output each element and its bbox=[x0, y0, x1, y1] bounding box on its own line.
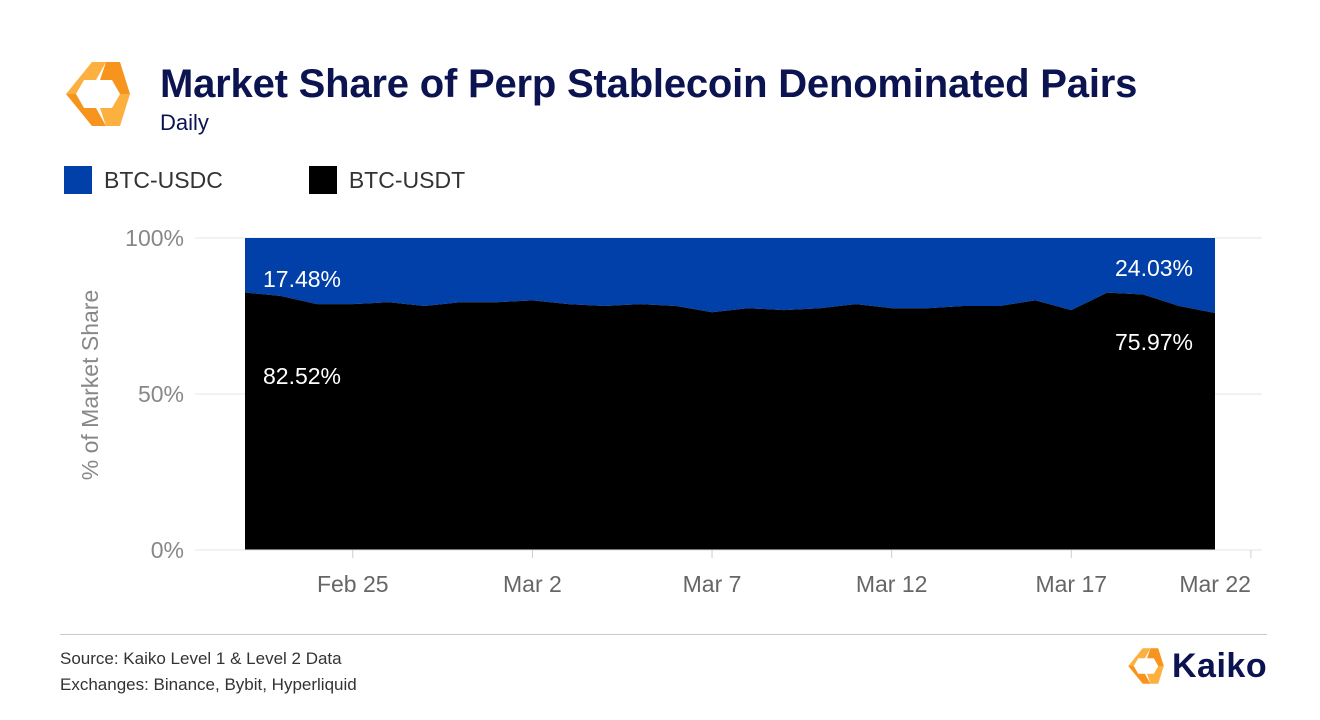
footer-source: Source: Kaiko Level 1 & Level 2 Data Exc… bbox=[60, 646, 357, 698]
exchanges-text: Exchanges: Binance, Bybit, Hyperliquid bbox=[60, 675, 357, 694]
x-tick-label: Mar 22 bbox=[1179, 571, 1251, 597]
data-label: 24.03% bbox=[1115, 255, 1193, 281]
x-tick-label: Mar 17 bbox=[1035, 571, 1107, 597]
brand-wordmark: Kaiko bbox=[1126, 646, 1267, 686]
data-label: 82.52% bbox=[263, 363, 341, 389]
x-tick-label: Mar 12 bbox=[856, 571, 928, 597]
chart-subtitle: Daily bbox=[160, 110, 209, 135]
legend-swatch-usdc bbox=[64, 166, 92, 194]
series-area-btc-usdc bbox=[245, 238, 1215, 313]
brand-name: Kaiko bbox=[1172, 646, 1268, 685]
data-label: 17.48% bbox=[263, 266, 341, 292]
chart-title: Market Share of Perp Stablecoin Denomina… bbox=[160, 62, 1138, 106]
source-text: Source: Kaiko Level 1 & Level 2 Data bbox=[60, 649, 342, 668]
x-tick-label: Feb 25 bbox=[317, 571, 389, 597]
legend-label-usdt: BTC-USDT bbox=[348, 166, 466, 193]
series-area-btc-usdt bbox=[245, 292, 1215, 550]
x-tick-label: Mar 2 bbox=[503, 571, 562, 597]
legend-swatch-usdt bbox=[308, 166, 337, 194]
x-tick-label: Mar 7 bbox=[683, 571, 742, 597]
legend-item-usdt: BTC-USDT bbox=[308, 166, 466, 194]
legend-label-usdc: BTC-USDC bbox=[104, 166, 223, 193]
kaiko-logo-icon bbox=[66, 62, 130, 126]
y-tick-label: 100% bbox=[125, 225, 184, 251]
footer-divider bbox=[60, 634, 1267, 635]
kaiko-mark-icon bbox=[1128, 648, 1164, 684]
area-chart: 0% 50% 100% % of Market Share Feb 25 Mar 2 Mar… bbox=[77, 225, 1262, 597]
legend: BTC-USDC BTC-USDT bbox=[64, 166, 551, 194]
y-axis-label: % of Market Share bbox=[77, 290, 103, 480]
y-tick-label: 50% bbox=[138, 381, 184, 407]
y-tick-label: 0% bbox=[151, 537, 184, 563]
data-label: 75.97% bbox=[1115, 329, 1193, 355]
legend-item-usdc: BTC-USDC bbox=[64, 166, 223, 194]
